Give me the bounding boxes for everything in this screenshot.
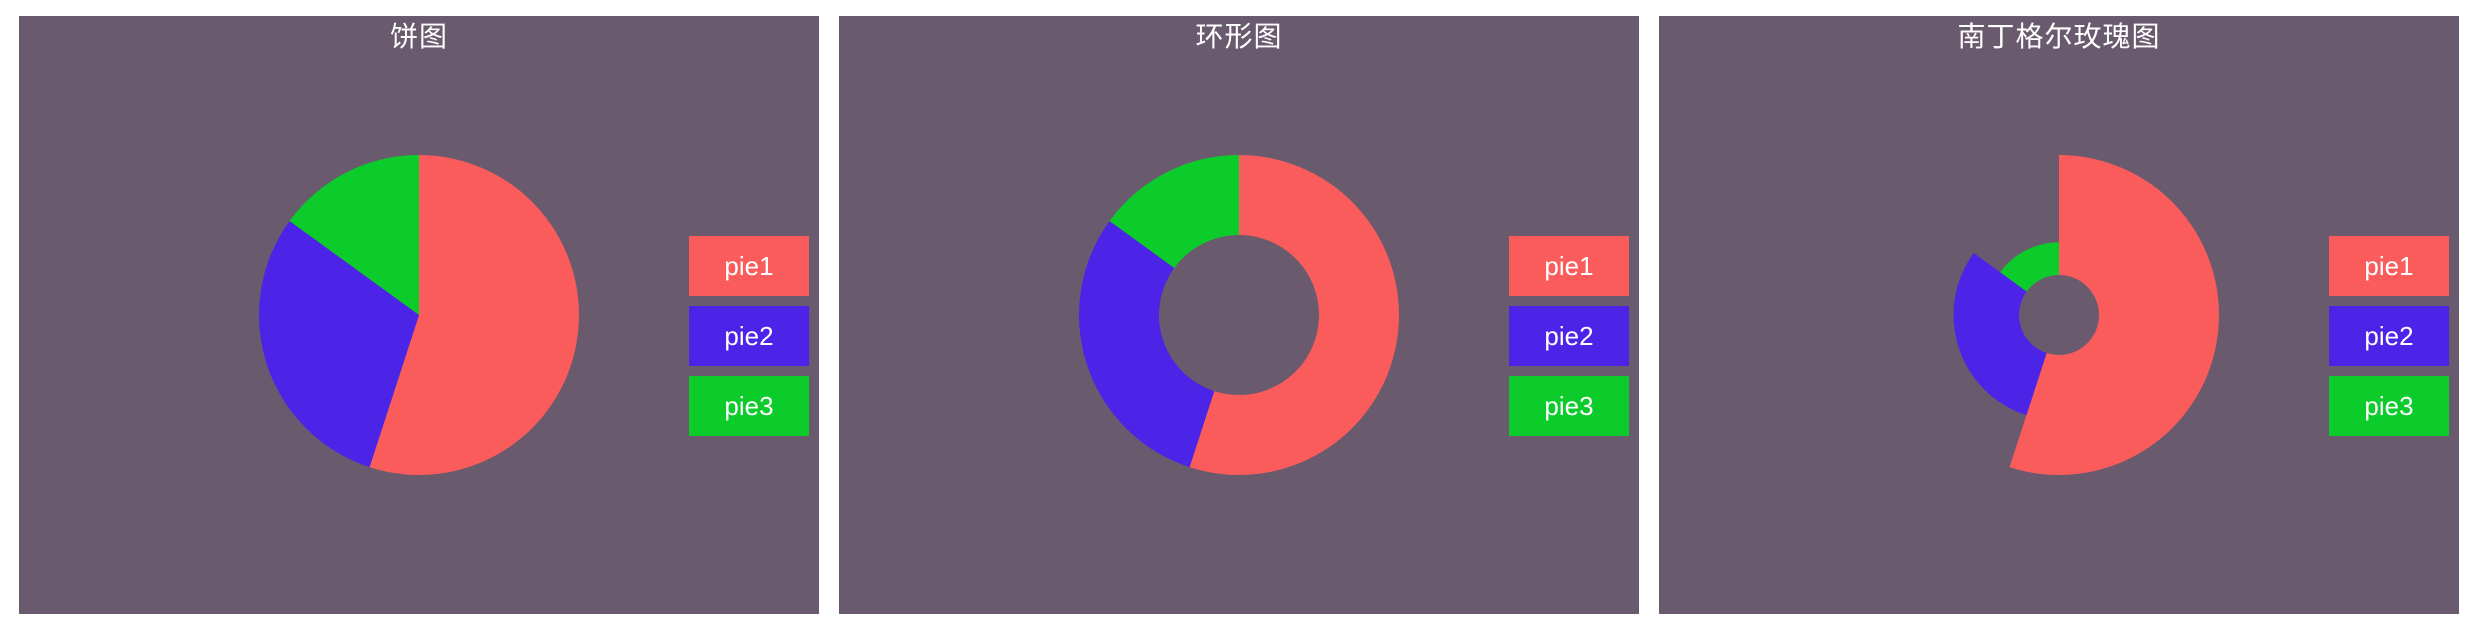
legend-item-pie3[interactable]: pie3: [689, 376, 809, 436]
rose-chart-panel: 南丁格尔玫瑰图 pie1 pie2 pie3: [1659, 16, 2459, 614]
slice-pie2[interactable]: [1953, 253, 2047, 416]
legend-item-pie2[interactable]: pie2: [1509, 306, 1629, 366]
legend-item-pie1[interactable]: pie1: [1509, 236, 1629, 296]
chart-title: 饼图: [389, 20, 448, 53]
slice-pie1[interactable]: [2009, 155, 2219, 475]
legend: pie1 pie2 pie3: [2329, 236, 2449, 446]
legend-item-pie2[interactable]: pie2: [2329, 306, 2449, 366]
pie-chart-svg: [259, 155, 579, 475]
legend-item-pie2[interactable]: pie2: [689, 306, 809, 366]
slice-pie3[interactable]: [289, 155, 419, 315]
slice-pie2[interactable]: [259, 220, 419, 468]
rose-chart-svg: [1953, 155, 2219, 475]
donut-chart-panel: 环形图 pie1 pie2 pie3: [839, 16, 1639, 614]
chart-title: 环形图: [1195, 20, 1283, 53]
slice-pie1[interactable]: [1189, 155, 1399, 475]
slice-pie3[interactable]: [1109, 155, 1239, 268]
slice-pie2[interactable]: [1079, 220, 1215, 468]
legend: pie1 pie2 pie3: [689, 236, 809, 446]
legend-item-pie1[interactable]: pie1: [689, 236, 809, 296]
slice-pie3[interactable]: [2000, 242, 2059, 292]
chart-title: 南丁格尔玫瑰图: [1957, 20, 2161, 53]
legend-item-pie1[interactable]: pie1: [2329, 236, 2449, 296]
donut-chart-svg: [1079, 155, 1399, 475]
pie-chart-panel: 饼图 pie1 pie2 pie3: [19, 16, 819, 614]
legend: pie1 pie2 pie3: [1509, 236, 1629, 446]
legend-item-pie3[interactable]: pie3: [1509, 376, 1629, 436]
slice-pie1[interactable]: [369, 155, 579, 475]
legend-item-pie3[interactable]: pie3: [2329, 376, 2449, 436]
